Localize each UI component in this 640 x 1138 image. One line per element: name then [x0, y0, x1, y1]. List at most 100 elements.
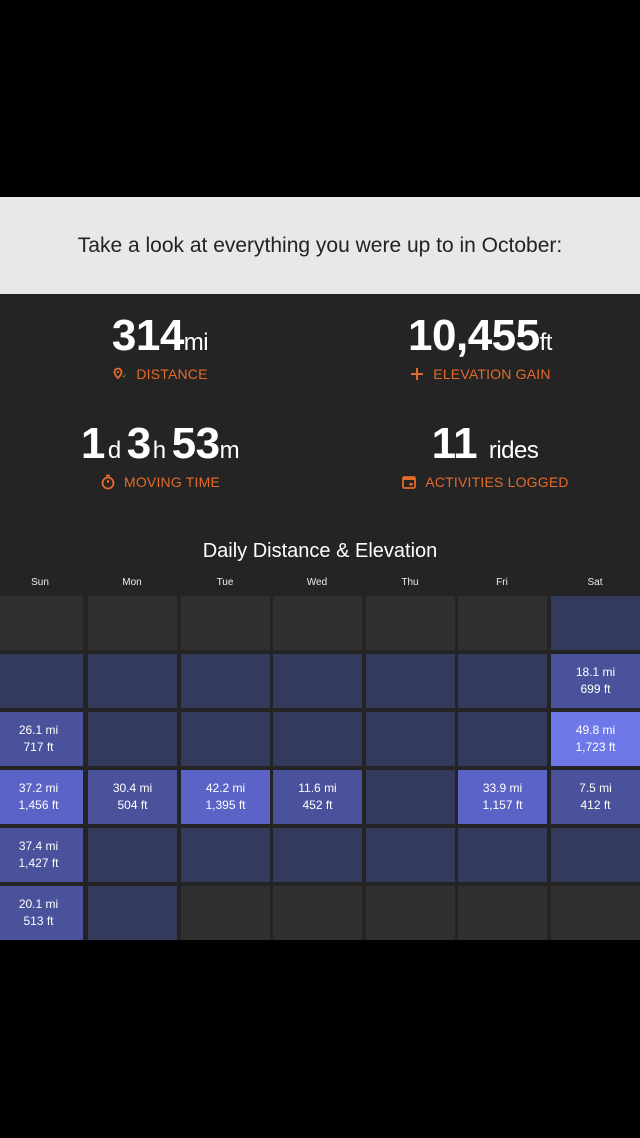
calendar-cell — [181, 654, 270, 708]
chart-title: Daily Distance & Elevation — [202, 540, 438, 562]
ride-cell[interactable]: 37.4 mi 1,427 ft — [0, 828, 83, 882]
ride-cell[interactable]: 37.2 mi 1,456 ft — [0, 770, 83, 824]
calendar-cell — [88, 596, 177, 650]
elevation-number: 10,455 — [408, 311, 540, 360]
stopwatch-icon — [100, 474, 116, 490]
ride-distance: 20.1 mi — [18, 897, 59, 911]
ride-distance: 18.1 mi — [575, 665, 616, 679]
ride-elevation: 717 ft — [23, 740, 54, 754]
elevation-label-row: ELEVATION GAIN — [370, 366, 590, 382]
day-fri: Fri — [496, 577, 508, 588]
calendar-cell — [88, 886, 177, 940]
moving-time-value: 1 d 3h 53m — [40, 422, 280, 466]
ride-distance: 37.2 mi — [18, 781, 59, 795]
calendar-cell — [181, 886, 270, 940]
ride-distance: 7.5 mi — [579, 781, 612, 795]
moving-minutes: 53 — [171, 419, 220, 468]
day-tue: Tue — [216, 577, 234, 588]
banner-text: Take a look at everything you were up to… — [77, 233, 563, 257]
activities-stat: 11 rides ACTIVITIES LOGGED — [380, 422, 590, 490]
calendar-cell — [458, 828, 547, 882]
calendar-icon — [401, 474, 417, 490]
october-banner: Take a look at everything you were up to… — [0, 197, 640, 294]
plus-icon — [409, 366, 425, 382]
calendar-cell — [366, 886, 455, 940]
calendar-cell — [366, 828, 455, 882]
calendar-cell — [0, 654, 83, 708]
ride-cell[interactable]: 33.9 mi 1,157 ft — [458, 770, 547, 824]
activities-number: 11 — [431, 419, 478, 468]
moving-days-unit: d — [107, 437, 121, 464]
ride-distance: 26.1 mi — [18, 723, 59, 737]
day-sat: Sat — [587, 577, 603, 588]
distance-value: 314mi — [60, 314, 260, 358]
moving-minutes-unit: m — [219, 437, 240, 464]
elevation-stat: 10,455ft ELEVATION GAIN — [370, 314, 590, 383]
moving-time-label: MOVING TIME — [123, 474, 221, 490]
moving-hours-unit: h — [152, 437, 166, 464]
ride-elevation: 452 ft — [302, 798, 333, 812]
calendar-cell — [366, 712, 455, 766]
ride-elevation: 504 ft — [117, 798, 148, 812]
distance-stat: 314mi DISTANCE — [60, 314, 260, 383]
ride-elevation: 1,157 ft — [482, 798, 523, 812]
moving-time-label-row: MOVING TIME — [40, 474, 280, 490]
calendar-cell — [273, 828, 362, 882]
ride-cell[interactable]: 18.1 mi 699 ft — [551, 654, 640, 708]
ride-distance: 11.6 mi — [298, 781, 337, 795]
ride-elevation: 1,427 ft — [18, 856, 59, 870]
day-thu: Thu — [401, 577, 419, 588]
calendar-cell — [551, 596, 640, 650]
calendar-cell — [273, 712, 362, 766]
activities-label: ACTIVITIES LOGGED — [425, 474, 569, 490]
ride-cell[interactable]: 30.4 mi 504 ft — [88, 770, 177, 824]
ride-elevation: 1,395 ft — [205, 798, 246, 812]
calendar-grid: 18.1 mi 699 ft 26.1 mi 717 ft 49.8 mi 1,… — [0, 596, 640, 940]
calendar-cell — [0, 596, 83, 650]
calendar-cell — [181, 828, 270, 882]
calendar-cell — [366, 596, 455, 650]
ride-distance: 42.2 mi — [205, 781, 246, 795]
calendar-cell — [88, 828, 177, 882]
day-sun: Sun — [31, 577, 49, 588]
calendar-cell — [551, 886, 640, 940]
calendar-cell — [181, 596, 270, 650]
ride-cell[interactable]: 7.5 mi 412 ft — [551, 770, 640, 824]
ride-cell[interactable]: 11.6 mi 452 ft — [273, 770, 362, 824]
calendar-cell — [366, 654, 455, 708]
day-wed: Wed — [306, 577, 328, 588]
calendar-cell — [366, 770, 455, 824]
elevation-label: ELEVATION GAIN — [433, 366, 551, 382]
calendar-cell — [273, 886, 362, 940]
elevation-unit: ft — [539, 329, 553, 356]
ride-cell[interactable]: 26.1 mi 717 ft — [0, 712, 83, 766]
elevation-value: 10,455ft — [370, 314, 590, 358]
day-mon: Mon — [122, 577, 142, 588]
ride-distance: 37.4 mi — [18, 839, 59, 853]
calendar-cell — [458, 886, 547, 940]
calendar-cell — [273, 596, 362, 650]
moving-time-stat: 1 d 3h 53m MOVING TIME — [40, 422, 280, 491]
ride-distance: 30.4 mi — [112, 781, 153, 795]
calendar-cell — [458, 654, 547, 708]
calendar-cell — [88, 712, 177, 766]
calendar-cell — [551, 828, 640, 882]
calendar-cell — [273, 654, 362, 708]
ride-cell[interactable]: 20.1 mi 513 ft — [0, 886, 83, 940]
ride-cell[interactable]: 49.8 mi 1,723 ft — [551, 712, 640, 766]
ride-distance: 49.8 mi — [575, 723, 616, 737]
distance-unit: mi — [183, 329, 209, 356]
ride-elevation: 412 ft — [580, 798, 611, 812]
calendar-cell — [458, 712, 547, 766]
calendar-cell — [88, 654, 177, 708]
ride-cell[interactable]: 42.2 mi 1,395 ft — [181, 770, 270, 824]
map-pin-icon — [112, 366, 128, 382]
distance-label-row: DISTANCE — [60, 366, 260, 382]
calendar-cell — [181, 712, 270, 766]
moving-hours: 3 — [126, 419, 151, 468]
activities-label-row: ACTIVITIES LOGGED — [380, 474, 590, 490]
moving-days: 1 — [80, 419, 105, 468]
ride-elevation: 1,723 ft — [575, 740, 616, 754]
ride-distance: 33.9 mi — [482, 781, 523, 795]
ride-elevation: 513 ft — [23, 914, 54, 928]
